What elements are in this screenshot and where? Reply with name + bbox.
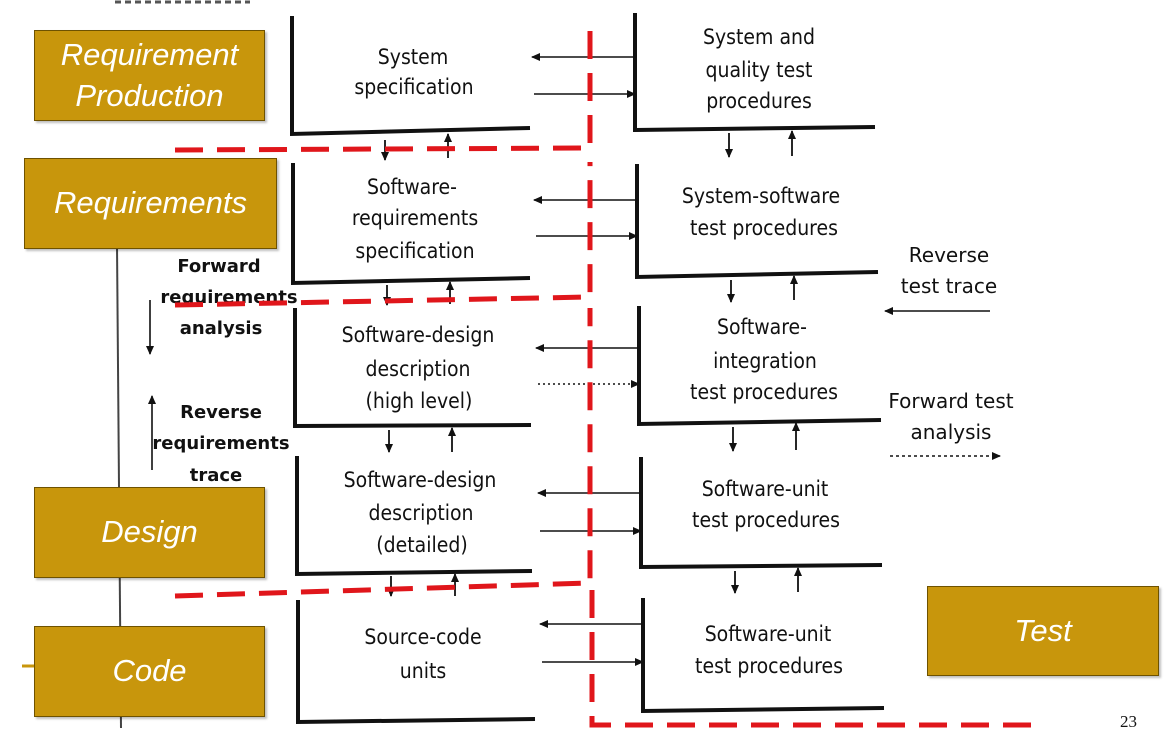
sw-req-line-2: requirements: [352, 206, 478, 230]
requirements-boundary: [174, 162, 593, 308]
sw-design-detailed-line-1: Software-design: [344, 468, 497, 492]
sw-design-high-line-2: description: [365, 357, 470, 381]
system-specification-box: [290, 16, 531, 137]
forward-req-analysis-line-1: Forward: [177, 256, 260, 277]
sw-integration-line-3: test procedures: [690, 380, 838, 404]
code-text: Code: [112, 653, 187, 689]
test-text: Test: [1014, 612, 1072, 648]
left-column: [290, 16, 536, 725]
sys-quality-line-1: System and: [703, 25, 815, 49]
software-requirements-box: [291, 163, 531, 286]
software-integration-test-box: [637, 306, 882, 427]
reverse-req-trace-line-3: trace: [190, 465, 243, 486]
sw-design-high-line-3: (high level): [366, 389, 473, 413]
system-software-test-box: [635, 164, 879, 280]
reverse-req-trace-line-1: Reverse: [180, 402, 262, 423]
sys-sw-test-line-2: test procedures: [690, 216, 838, 240]
vertical-arrows: [381, 130, 802, 597]
forward-req-analysis-line-3: analysis: [180, 318, 263, 339]
sw-design-detailed-line-2: description: [368, 501, 473, 525]
requirements-label: Requirements: [24, 158, 277, 249]
right-column-texts: System and quality test procedures Syste…: [682, 25, 843, 678]
sw-unit-1-line-2: test procedures: [692, 508, 840, 532]
sys-quality-line-2: quality test: [706, 58, 813, 82]
reverse-test-trace-line-1: Reverse: [909, 243, 989, 267]
sw-unit-1-line-1: Software-unit: [702, 477, 829, 501]
design-text: Design: [101, 514, 198, 550]
sw-unit-2-line-1: Software-unit: [705, 622, 832, 646]
software-design-detailed-box: [295, 456, 533, 577]
right-column: [633, 13, 885, 714]
software-design-high-box: [293, 308, 532, 429]
side-labels: Forward requirements analysis Reverse re…: [152, 243, 1013, 486]
source-code-line-1: Source-code: [364, 625, 481, 649]
system-spec-line-1: System: [378, 45, 448, 69]
sw-integration-line-1: Software-: [717, 315, 807, 339]
phase-boundaries: [174, 22, 1045, 728]
sw-design-detailed-line-3: (detailed): [376, 533, 467, 557]
sw-unit-2-line-2: test procedures: [695, 654, 843, 678]
left-column-texts: System specification Software- requireme…: [342, 45, 497, 683]
sw-req-line-1: Software-: [367, 175, 457, 199]
code-label: Code: [34, 626, 265, 717]
page-number: 23: [1120, 712, 1137, 731]
system-quality-test-box: [633, 13, 876, 133]
sys-quality-line-3: procedures: [706, 89, 812, 113]
test-label: Test: [927, 586, 1159, 676]
req-prod-line-1: Requirement: [60, 37, 239, 73]
sys-sw-test-line-1: System-software: [682, 184, 840, 208]
software-unit-test-box-2: [641, 598, 885, 714]
sw-integration-line-2: integration: [713, 349, 817, 373]
source-code-box: [296, 600, 536, 725]
req-prod-line-2: Production: [75, 77, 224, 113]
source-code-line-2: units: [400, 659, 446, 683]
test-boundary: [589, 590, 1045, 728]
requirement-production-label: Requirement Production: [34, 30, 265, 121]
requirements-text: Requirements: [54, 185, 247, 221]
reverse-test-trace-line-2: test trace: [901, 274, 997, 298]
design-boundary: [174, 308, 593, 599]
design-label: Design: [34, 487, 265, 578]
sw-design-high-line-1: Software-design: [342, 323, 495, 347]
forward-test-analysis-line-2: analysis: [911, 420, 992, 444]
sw-req-line-3: specification: [355, 239, 474, 263]
reverse-req-trace-line-2: requirements: [152, 433, 289, 454]
system-spec-line-2: specification: [354, 75, 473, 99]
forward-test-analysis-line-1: Forward test: [888, 389, 1013, 413]
req-production-boundary: [174, 22, 593, 153]
